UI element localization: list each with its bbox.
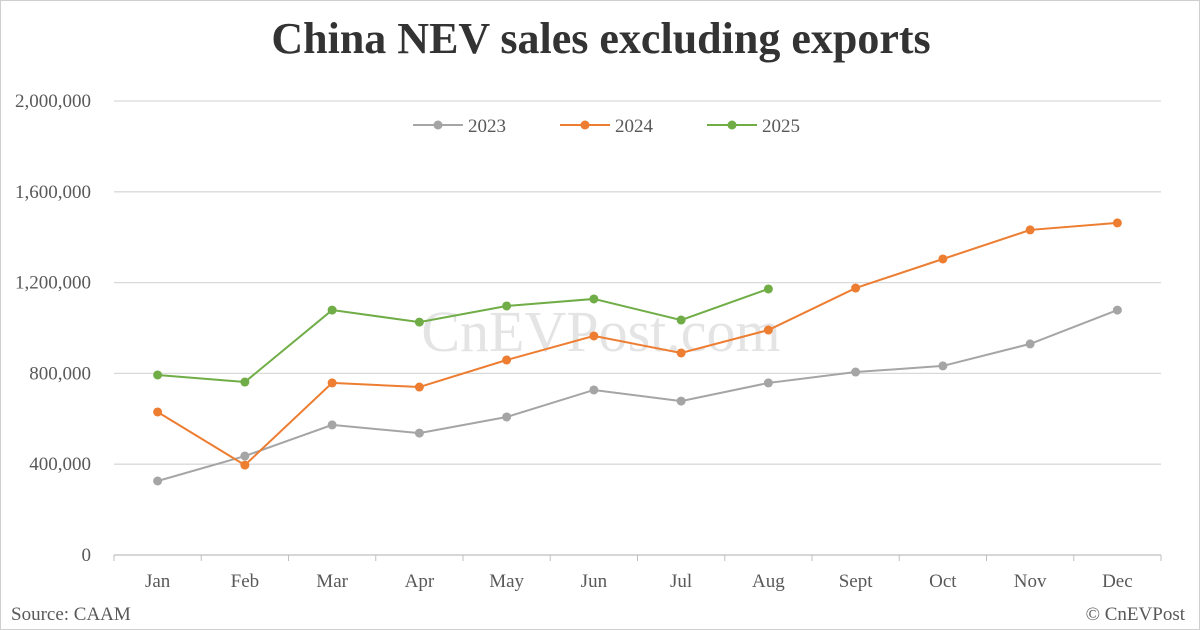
data-point — [938, 254, 948, 264]
x-tick-label: Oct — [929, 571, 957, 592]
legend-label: 2024 — [615, 116, 654, 137]
data-point — [327, 305, 337, 315]
series-line-2023 — [157, 309, 1118, 482]
series-2023 — [153, 305, 1122, 486]
data-point — [327, 378, 337, 388]
legend-label: 2025 — [762, 116, 800, 137]
series-line-2024 — [157, 221, 1118, 467]
data-point — [240, 377, 250, 387]
x-tick-label: Sept — [839, 571, 874, 592]
data-point — [1112, 305, 1122, 315]
data-point — [1112, 218, 1122, 228]
data-point — [1025, 225, 1035, 235]
data-point — [851, 367, 861, 377]
data-point — [153, 407, 163, 417]
x-tick-label: Jul — [670, 571, 692, 592]
x-tick-label: Mar — [316, 571, 348, 592]
x-tick-label: May — [489, 571, 524, 592]
data-point — [1025, 339, 1035, 349]
data-point — [240, 460, 250, 470]
data-point — [851, 283, 861, 293]
x-tick-label: Feb — [231, 571, 260, 592]
data-point — [589, 294, 599, 304]
legend-marker — [727, 120, 737, 130]
data-point — [414, 317, 424, 327]
data-point — [327, 420, 337, 430]
data-point — [676, 315, 686, 325]
series-2024 — [153, 218, 1122, 470]
y-tick-label: 800,000 — [29, 363, 91, 384]
data-point — [763, 378, 773, 388]
data-point — [676, 348, 686, 358]
data-point — [153, 370, 163, 380]
data-point — [240, 451, 250, 461]
source-note: Source: CAAM — [11, 604, 131, 625]
data-point — [676, 396, 686, 406]
legend-label: 2023 — [468, 116, 506, 137]
series-line-2025 — [157, 288, 769, 384]
y-tick-label: 0 — [82, 545, 92, 566]
data-point — [414, 382, 424, 392]
y-tick-label: 400,000 — [29, 454, 91, 475]
data-point — [938, 361, 948, 371]
y-tick-label: 2,000,000 — [15, 91, 91, 112]
y-tick-label: 1,200,000 — [15, 273, 91, 294]
watermark: CnEVPost.com — [421, 299, 780, 364]
x-tick-label: Apr — [405, 571, 435, 592]
x-tick-label: Nov — [1014, 571, 1047, 592]
chart-title: China NEV sales excluding exports — [271, 14, 931, 63]
data-point — [502, 412, 512, 422]
data-point — [763, 325, 773, 335]
copyright-note: © CnEVPost — [1085, 604, 1185, 625]
legend-item-2025: 2025 — [707, 116, 800, 137]
legend-marker — [580, 120, 590, 130]
legend-item-2024: 2024 — [560, 116, 654, 137]
x-tick-label: Jan — [145, 571, 171, 592]
data-point — [502, 301, 512, 311]
data-point — [589, 331, 599, 341]
data-point — [763, 284, 773, 294]
x-tick-label: Aug — [752, 571, 785, 592]
x-tick-label: Dec — [1102, 571, 1133, 592]
data-point — [502, 355, 512, 365]
legend-marker — [433, 120, 443, 130]
legend-item-2023: 2023 — [413, 116, 506, 137]
y-tick-label: 1,600,000 — [15, 182, 91, 203]
data-point — [414, 428, 424, 438]
x-tick-label: Jun — [581, 571, 608, 592]
data-point — [589, 385, 599, 395]
series-2025 — [153, 284, 773, 387]
data-point — [153, 476, 163, 486]
